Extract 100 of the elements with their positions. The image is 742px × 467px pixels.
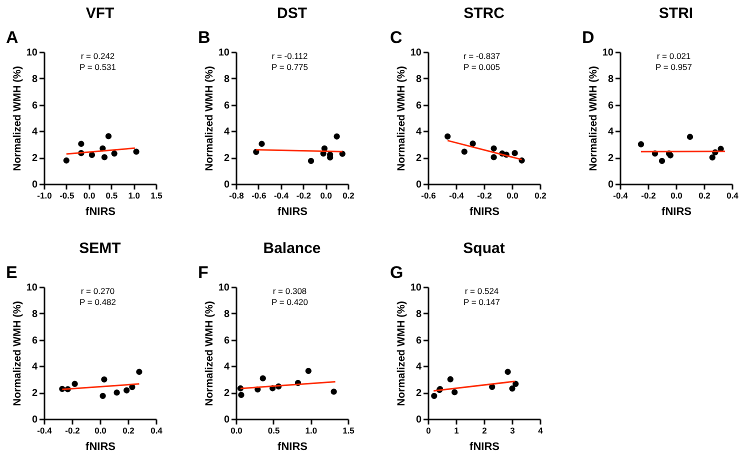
point — [686, 134, 694, 140]
annotation: P = 0.957 — [656, 62, 692, 72]
chart-title: STRC — [464, 5, 505, 22]
x-tick-label: 0.0 — [670, 190, 683, 200]
point — [447, 376, 454, 382]
point — [512, 380, 519, 387]
chart-title: Balance — [263, 240, 321, 257]
point — [238, 392, 244, 398]
y-tick-label: 0 — [32, 414, 38, 426]
y-axis-title: Normalized WMH (%) — [203, 66, 216, 171]
y-tick-label: 2 — [416, 153, 422, 164]
x-tick-label: 0.0 — [83, 190, 96, 200]
annotation: r = -0.112 — [272, 51, 308, 61]
y-tick-label: 6 — [416, 100, 422, 112]
y-tick-label: 10 — [410, 282, 422, 294]
point — [709, 154, 716, 161]
y-tick-label: 10 — [218, 48, 230, 58]
y-tick-label: 8 — [224, 74, 230, 85]
y-tick-label: 10 — [410, 48, 422, 58]
chart-title: VFT — [86, 5, 114, 22]
y-tick-label: 0 — [32, 180, 38, 190]
x-axis-title: fNIRS — [278, 206, 308, 218]
x-tick-label: 0.5 — [106, 190, 118, 200]
y-axis-title: Normalized WMH (%) — [11, 66, 24, 171]
annotation: r = -0.837 — [463, 51, 500, 61]
text: B — [198, 28, 210, 47]
x-tick-label: 0.4 — [150, 426, 163, 436]
y-tick-label: 10 — [26, 282, 38, 294]
y-tick-label: 6 — [224, 335, 230, 346]
y-tick-label: 10 — [602, 48, 614, 58]
x-tick-label: -0.4 — [449, 190, 464, 200]
y-tick-label: 2 — [224, 153, 230, 164]
y-tick-label: 8 — [416, 308, 422, 320]
x-tick-label: -0.6 — [421, 190, 436, 200]
text: D — [582, 28, 594, 47]
x-tick-label: 0.2 — [698, 190, 711, 200]
point — [638, 141, 644, 148]
point — [101, 376, 108, 382]
x-axis-title: fNIRS — [86, 206, 116, 218]
x-tick-label: 0.4 — [726, 190, 739, 200]
x-tick-label: -0.5 — [60, 190, 74, 200]
y-tick-label: 2 — [32, 388, 38, 400]
x-tick-label: 1.5 — [342, 426, 355, 436]
annotation: P = 0.147 — [464, 297, 500, 307]
point — [504, 368, 511, 375]
annotation: r = 0.242 — [80, 51, 115, 61]
x-tick-label: -1.0 — [37, 190, 52, 200]
x-tick-label: -0.6 — [252, 190, 266, 200]
x-tick-label: -0.4 — [613, 190, 628, 200]
x-tick-label: 0.2 — [122, 426, 135, 436]
x-tick-label: -0.4 — [37, 426, 52, 436]
y-tick-label: 2 — [608, 153, 614, 164]
point — [100, 392, 106, 399]
annotation: r = 0.308 — [272, 286, 307, 296]
chart-title: SEMT — [79, 240, 121, 257]
y-axis-title: Normalized WMH (%) — [11, 301, 24, 406]
x-tick-label: 0.0 — [230, 426, 243, 436]
x-tick-label: 0 — [426, 426, 432, 436]
y-tick-label: 4 — [224, 126, 230, 138]
point — [444, 133, 451, 140]
annotation: r = 0.270 — [80, 286, 115, 296]
point — [334, 133, 340, 140]
x-tick-label: 1.0 — [128, 190, 140, 200]
x-tick-label: 0.0 — [506, 190, 519, 200]
point — [72, 380, 78, 387]
y-tick-label: 2 — [32, 153, 38, 164]
y-tick-label: 8 — [416, 74, 422, 85]
y-tick-label: 6 — [32, 335, 38, 346]
point — [330, 388, 337, 395]
text: G — [390, 263, 404, 282]
x-tick-label: -0.2 — [65, 426, 80, 436]
x-axis-title: fNIRS — [470, 206, 500, 218]
point — [136, 368, 142, 375]
point — [490, 154, 497, 160]
y-axis-title: Normalized WMH (%) — [395, 301, 408, 406]
y-tick-label: 4 — [608, 126, 614, 138]
x-tick-label: -0.2 — [477, 190, 492, 200]
point — [461, 148, 468, 155]
y-tick-label: 0 — [608, 180, 614, 190]
y-tick-label: 6 — [224, 100, 230, 112]
x-tick-label: 0.5 — [268, 426, 280, 436]
y-axis-title: Normalized WMH (%) — [395, 66, 408, 171]
annotation: P = 0.775 — [272, 62, 308, 72]
point — [133, 148, 140, 155]
y-axis-title: Normalized WMH (%) — [203, 301, 216, 406]
y-tick-label: 6 — [32, 100, 38, 112]
point — [490, 145, 497, 152]
x-tick-label: 1.0 — [305, 426, 318, 436]
chart-title: STRI — [658, 5, 694, 22]
x-tick-label: 0.0 — [94, 426, 107, 436]
chart-title: Squat — [463, 240, 505, 257]
annotation: P = 0.482 — [80, 297, 116, 307]
y-tick-label: 4 — [224, 362, 230, 373]
point — [101, 154, 108, 160]
y-tick-label: 6 — [608, 100, 614, 112]
y-tick-label: 0 — [224, 414, 230, 426]
text: A — [6, 28, 18, 47]
x-tick-label: 0.0 — [320, 190, 332, 200]
y-tick-label: 6 — [416, 335, 422, 346]
point — [258, 140, 265, 147]
